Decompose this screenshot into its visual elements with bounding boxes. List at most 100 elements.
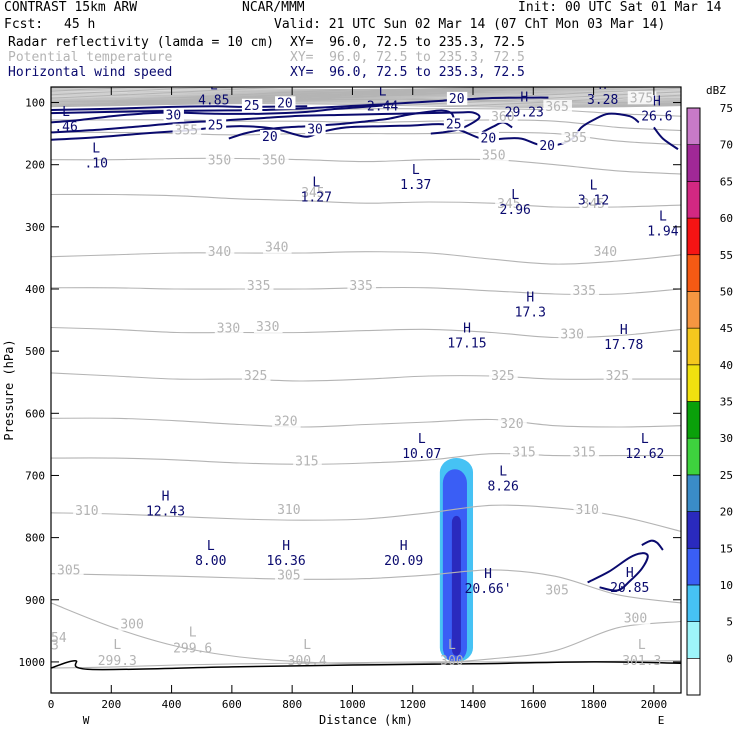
wind-label-bg — [446, 91, 468, 105]
extremum-marker: L — [590, 179, 598, 194]
wind-label-bg — [478, 131, 499, 145]
wind-contour-label: 25 — [446, 117, 462, 132]
theta-contour-label: 340 — [594, 245, 617, 260]
theta-contour — [51, 157, 681, 175]
extremum-marker: H — [599, 78, 607, 93]
wind-contour-label: 25 — [244, 99, 260, 114]
theta-label-bg — [510, 445, 539, 459]
theta-label-bg — [570, 445, 600, 459]
init-time: Init: 00 UTC Sat 01 Mar 14 — [518, 0, 722, 15]
colorbar-level-label: 20 — [720, 506, 733, 519]
theta-contour-label: 375 — [630, 91, 653, 106]
surface-extremum-marker: L — [303, 638, 311, 653]
valid-time: Valid: 21 UTC Sun 02 Mar 14 (07 ChT Mon … — [274, 17, 666, 32]
theta-contour-label: 350 — [208, 153, 231, 168]
theta-contour-label: 325 — [491, 369, 514, 384]
theta-band-line — [51, 92, 681, 97]
y-tick-label: 900 — [25, 594, 45, 607]
extremum-marker: L — [412, 163, 420, 178]
theta-band-line — [51, 93, 681, 98]
colorbar-level-label: 75 — [720, 102, 733, 115]
colorbar-swatch — [686, 511, 701, 549]
x-tick-label: 1600 — [520, 698, 547, 711]
wind-label-bg — [305, 122, 326, 136]
colorbar-level-label: 40 — [720, 359, 733, 372]
fcst-value: 45 h — [64, 17, 96, 32]
theta-contour — [51, 602, 681, 665]
extremum-marker: H — [526, 290, 534, 305]
extremum-value: 20.09 — [384, 554, 423, 569]
theta-contour-label: 330 — [217, 321, 240, 336]
colorbar-swatch — [686, 144, 701, 182]
y-tick-label: 300 — [25, 221, 45, 234]
x-tick-label: 0 — [48, 698, 55, 711]
theta-label-bg — [603, 369, 633, 383]
theta-band-line — [51, 87, 681, 92]
surface-extremum-value: 299.6 — [173, 642, 212, 657]
theta-contour — [51, 569, 681, 604]
theta-label-bg — [118, 617, 147, 631]
theta-label-bg — [489, 369, 518, 383]
theta-band-line — [51, 96, 681, 101]
colorbar-swatch — [686, 474, 701, 512]
theta-contour-label: 340 — [208, 245, 231, 260]
field-name-wind: Horizontal wind speed — [8, 65, 173, 80]
wind-label-bg — [205, 118, 227, 132]
extremum-value: 3.12 — [578, 194, 609, 209]
colorbar-level-label: 50 — [720, 285, 733, 298]
theta-contour-label: 315 — [295, 454, 318, 469]
extremum-value: 2.96 — [500, 203, 531, 218]
y-axis-label: Pressure (hPa) — [2, 339, 16, 440]
x-tick-label: 200 — [101, 698, 121, 711]
extremum-marker: L — [207, 539, 215, 554]
extremum-marker: H — [282, 539, 290, 554]
surface-extremum-value: 300 — [440, 654, 463, 669]
colorbar-swatch — [686, 547, 701, 586]
theta-contour-label: 310 — [277, 503, 300, 518]
extremum-marker: L — [312, 175, 320, 190]
plot-background — [51, 87, 681, 693]
theta-label-bg — [275, 568, 304, 582]
colorbar-level-label: 5 — [726, 616, 733, 629]
extremum-value: 20.66' — [465, 582, 512, 597]
theta-contour-label: 325 — [244, 369, 267, 384]
theta-label-bg — [627, 91, 657, 105]
theta-band-line — [51, 89, 681, 94]
extremum-value: 4.85 — [198, 93, 229, 108]
colorbar-swatch — [686, 658, 701, 696]
wind-contour-label: 20 — [277, 96, 293, 111]
theta-label-bg — [55, 563, 84, 577]
theta-contour-label: 315 — [572, 446, 595, 461]
extremum-value: 17.15 — [447, 337, 486, 352]
extremum-value: 8.26 — [487, 479, 518, 494]
theta-contour-label: 350 — [482, 148, 505, 163]
theta-contour-label: 305 — [57, 564, 80, 579]
extremum-marker: H — [626, 566, 634, 581]
theta-band-line — [51, 95, 681, 100]
theta-contour-label: 305 — [545, 584, 568, 599]
theta-contour-label: 365 — [545, 100, 568, 115]
x-end-label-east: E — [658, 714, 665, 727]
colorbar-level-label: 15 — [720, 542, 733, 555]
wind-label-bg — [241, 98, 263, 112]
y-tick-label: 600 — [25, 407, 45, 420]
theta-contour-label: 310 — [575, 503, 598, 518]
title: CONTRAST 15km ARW — [4, 0, 138, 15]
extremum-marker: H — [520, 90, 528, 105]
wind-contour — [653, 126, 679, 151]
theta-label-bg — [561, 131, 591, 145]
extremum-value: 10.07 — [402, 447, 441, 462]
extremum-value: .46 — [54, 120, 77, 135]
theta-band-line — [51, 87, 681, 92]
x-tick-label: 400 — [162, 698, 182, 711]
theta-label-bg — [244, 279, 274, 292]
edge-contour-label: 3 — [51, 638, 59, 653]
theta-label-bg — [495, 196, 524, 210]
theta-contour-label: 350 — [262, 153, 285, 168]
theta-contour-label: 310 — [75, 504, 98, 519]
theta-label-bg — [480, 148, 509, 162]
y-tick-label: 400 — [25, 283, 45, 296]
theta-contour-label: 335 — [572, 284, 595, 299]
wind-contour-label: 20 — [539, 139, 555, 154]
